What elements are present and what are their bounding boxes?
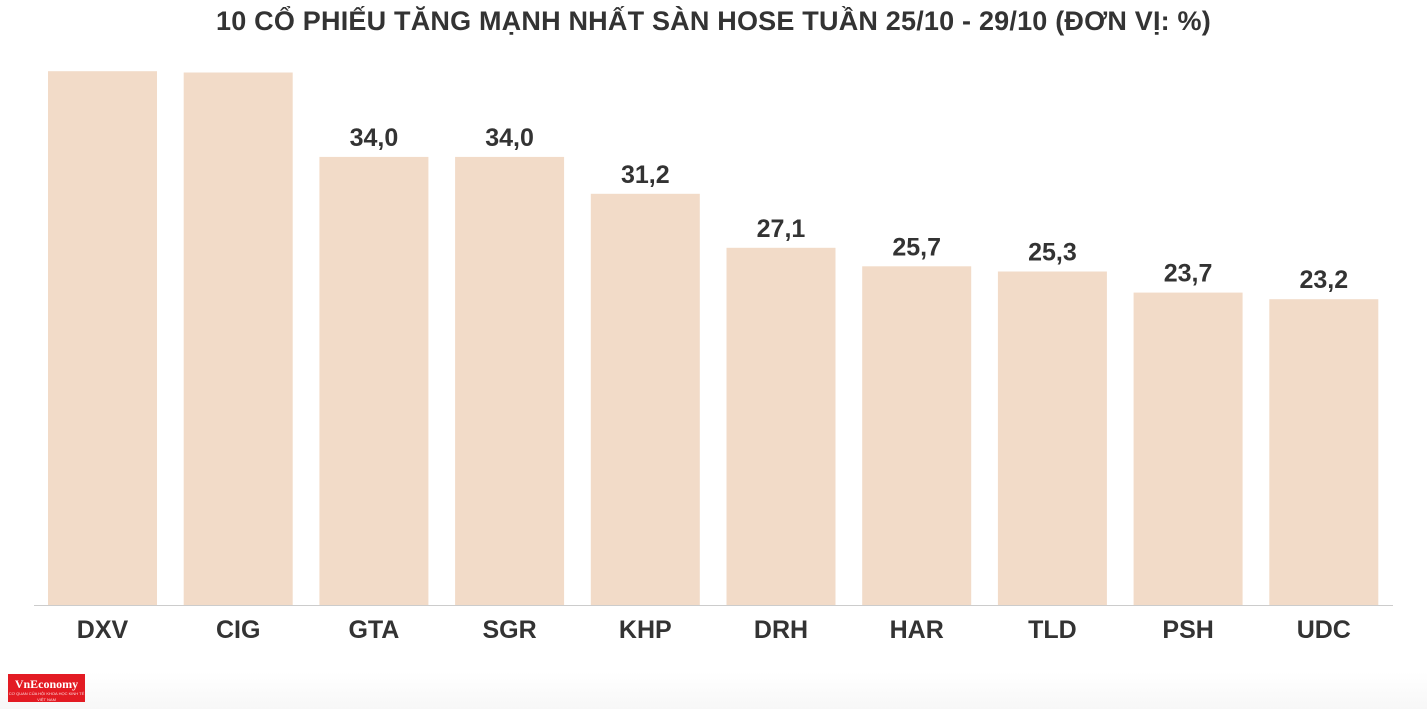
category-label-khp: KHP [619,616,672,644]
category-label-drh: DRH [754,616,808,644]
chart-title: 10 CỔ PHIẾU TĂNG MẠNH NHẤT SÀN HOSE TUẦN… [216,6,1211,36]
vneconomy-logo: VnEconomy CƠ QUAN CỦA HỘI KHOA HỌC KINH … [8,674,85,702]
value-label-sgr: 34,0 [485,124,534,152]
bar-drh [726,247,836,606]
value-label-gta: 34,0 [350,124,399,152]
category-label-dxv: DXV [77,616,129,644]
category-label-udc: UDC [1297,616,1351,644]
bar-dxv [48,71,157,605]
value-labels-group: 34,0 34,0 31,2 27,1 25,7 25,3 23,7 23,2 [350,124,1349,294]
value-label-psh: 23,7 [1164,260,1213,288]
category-label-psh: PSH [1162,616,1213,644]
value-label-khp: 31,2 [621,161,670,189]
value-label-udc: 23,2 [1299,266,1348,294]
value-label-drh: 27,1 [757,215,806,243]
bar-udc [1269,299,1379,605]
category-label-cig: CIG [216,616,260,644]
category-label-tld: TLD [1028,616,1077,644]
value-label-tld: 25,3 [1028,239,1077,267]
bar-tld [997,271,1107,605]
bar-har [862,266,972,605]
category-label-gta: GTA [348,616,399,644]
category-labels-group: DXV CIG GTA SGR KHP DRH HAR TLD PSH UDC [77,616,1351,644]
bars-group [48,71,1379,606]
logo-tagline: CƠ QUAN CỦA HỘI KHOA HỌC KINH TẾ VIỆT NA… [8,691,85,702]
category-label-sgr: SGR [483,616,537,644]
logo-name: VnEconomy [14,677,79,691]
bar-sgr [455,156,565,605]
bar-cig [183,72,293,605]
bar-psh [1133,292,1243,605]
category-label-har: HAR [890,616,944,644]
bar-gta [319,156,429,605]
footer-band [0,672,1427,709]
bar-khp [590,193,700,606]
value-label-har: 25,7 [892,233,941,261]
